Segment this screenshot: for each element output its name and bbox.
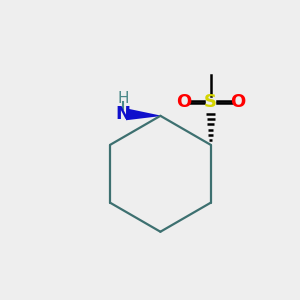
Text: S: S (204, 93, 217, 111)
Text: O: O (176, 93, 191, 111)
Text: N: N (116, 105, 131, 123)
Text: O: O (230, 93, 246, 111)
Polygon shape (126, 108, 160, 120)
Text: H: H (118, 91, 129, 106)
